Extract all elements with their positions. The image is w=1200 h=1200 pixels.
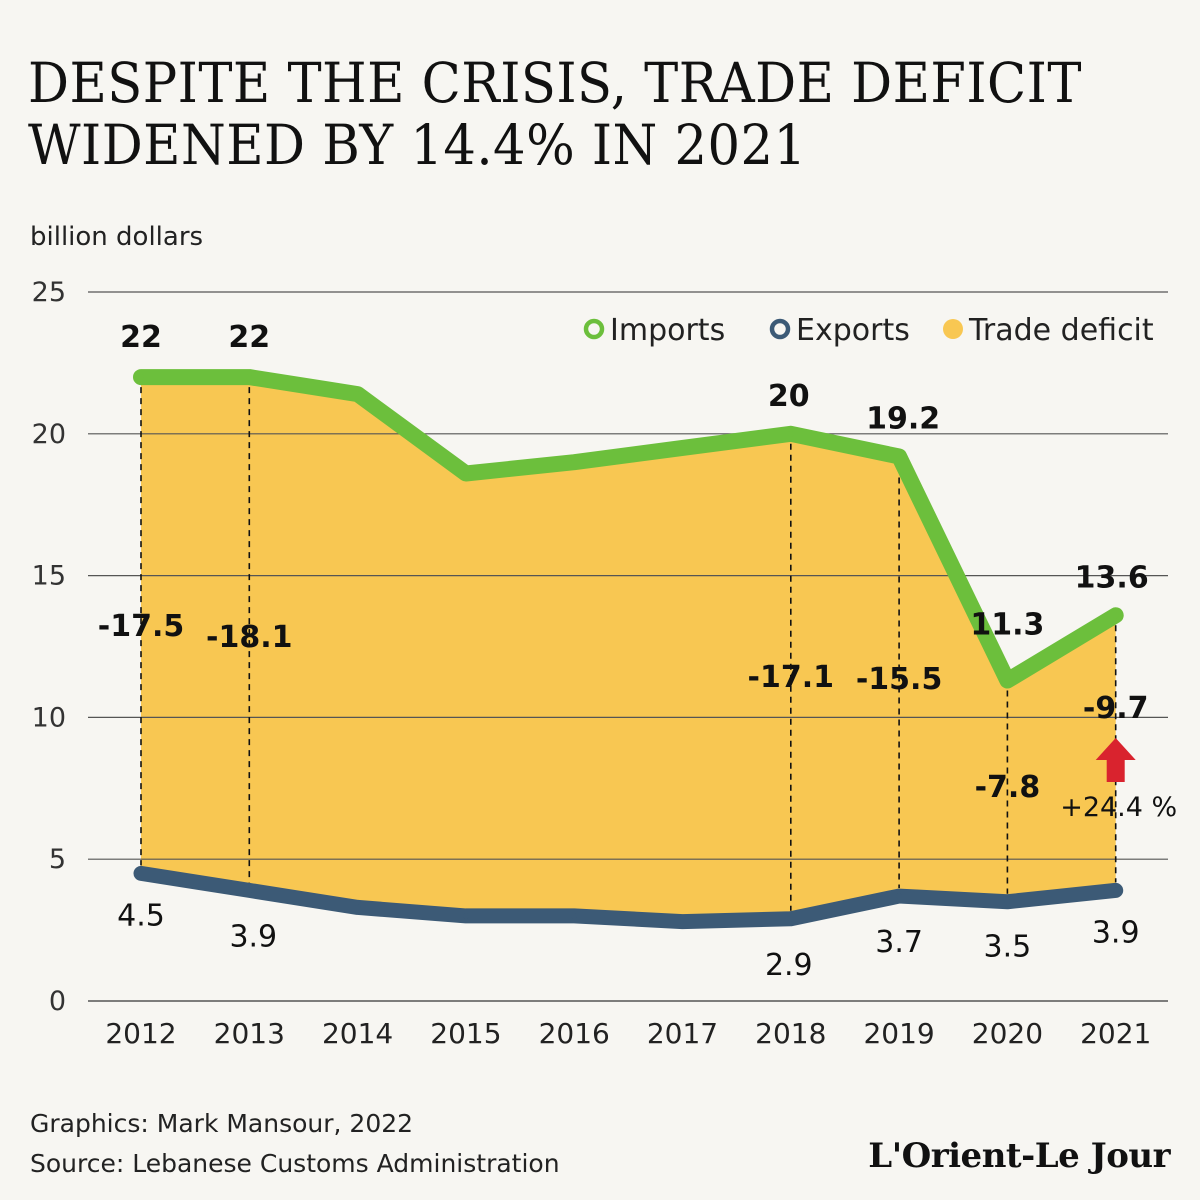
x-tick-2018: 2018 [755, 1017, 826, 1050]
y-tick-5: 5 [49, 844, 66, 875]
y-tick-25: 25 [32, 277, 66, 308]
exports-point-2020 [1004, 898, 1011, 905]
exports-label-2018: 2.9 [765, 948, 813, 983]
exports-point-2017 [679, 918, 686, 925]
y-tick-20: 20 [32, 419, 66, 450]
exports-label-2012: 4.5 [117, 898, 165, 933]
deficit-label-2021: -9.7 [1083, 691, 1149, 726]
y-tick-10: 10 [32, 702, 66, 733]
imports-label-2013: 22 [228, 320, 270, 355]
deficit-label-2020: -7.8 [975, 770, 1041, 805]
imports-label-2018: 20 [768, 379, 810, 414]
exports-label-2013: 3.9 [229, 919, 277, 954]
exports-point-2018 [787, 915, 794, 922]
y-tick-0: 0 [49, 986, 66, 1017]
imports-label-2019: 19.2 [866, 401, 940, 436]
imports-point-2015 [462, 470, 469, 477]
imports-point-2018 [787, 430, 794, 437]
imports-label-2021: 13.6 [1075, 560, 1149, 595]
imports-point-2020 [1004, 677, 1011, 684]
credits: Graphics: Mark Mansour, 2022 Source: Leb… [30, 1104, 560, 1184]
exports-point-2015 [462, 912, 469, 919]
exports-point-2012 [138, 870, 144, 877]
imports-label-2020: 11.3 [970, 608, 1044, 643]
legend-trade-deficit-icon [943, 319, 963, 339]
deficit-label-2019: -15.5 [856, 662, 942, 697]
imports-point-2012 [138, 374, 144, 381]
imports-line [133, 369, 1124, 689]
legend-imports-icon [583, 318, 605, 340]
y-tick-15: 15 [32, 561, 66, 592]
growth-arrow-icon [1095, 738, 1136, 782]
exports-point-2019 [896, 893, 903, 900]
exports-point-2013 [246, 887, 253, 894]
x-tick-2019: 2019 [863, 1017, 934, 1050]
x-tick-2012: 2012 [105, 1017, 176, 1050]
y-axis-unit-label: billion dollars [30, 222, 204, 252]
exports-label-2020: 3.5 [984, 930, 1032, 965]
x-tick-2017: 2017 [647, 1017, 718, 1050]
publisher-logo: L'Orient-Le Jour [868, 1136, 1170, 1176]
trade-chart: 0 5 10 15 20 25 2012 2013 2014 2015 2016 2017 2018 20… [32, 277, 1178, 1050]
deficit-label-2012: -17.5 [98, 609, 184, 644]
exports-point-2014 [354, 904, 361, 911]
title-line-2: WIDENED BY 14.4% IN 2021 [28, 113, 807, 177]
imports-point-2016 [571, 459, 578, 466]
x-tick-2014: 2014 [322, 1017, 393, 1050]
legend-exports-icon [769, 318, 791, 340]
legend-trade-deficit: Trade deficit [968, 313, 1154, 348]
exports-label-2019: 3.7 [875, 925, 923, 960]
deficit-label-2018: -17.1 [748, 660, 834, 695]
legend-imports: Imports [610, 313, 725, 348]
x-tick-2021: 2021 [1080, 1017, 1151, 1050]
imports-label-2012: 22 [120, 320, 162, 355]
imports-point-2017 [679, 444, 686, 451]
deficit-label-2013: -18.1 [206, 620, 292, 655]
graphics-credit: Graphics: Mark Mansour, 2022 [30, 1109, 414, 1138]
exports-label-2021: 3.9 [1092, 915, 1140, 950]
imports-point-2013 [246, 374, 253, 381]
imports-point-2019 [896, 453, 903, 460]
imports-point-2021 [1112, 612, 1119, 619]
x-tick-2016: 2016 [539, 1017, 610, 1050]
x-tick-2020: 2020 [972, 1017, 1043, 1050]
growth-annotation: +24.4 % [1060, 792, 1177, 823]
title-line-1: DESPITE THE CRISIS, TRADE DEFICIT [28, 51, 1082, 115]
exports-point-2016 [571, 912, 578, 919]
x-tick-2013: 2013 [214, 1017, 285, 1050]
chart-title: DESPITE THE CRISIS, TRADE DEFICIT WIDENE… [28, 52, 1088, 176]
source-credit: Source: Lebanese Customs Administration [30, 1149, 560, 1178]
exports-line [133, 865, 1124, 930]
x-tick-2015: 2015 [430, 1017, 501, 1050]
imports-point-2014 [354, 391, 361, 398]
exports-point-2021 [1112, 887, 1119, 894]
legend-exports: Exports [796, 313, 910, 348]
trade-deficit-area [141, 377, 1116, 922]
